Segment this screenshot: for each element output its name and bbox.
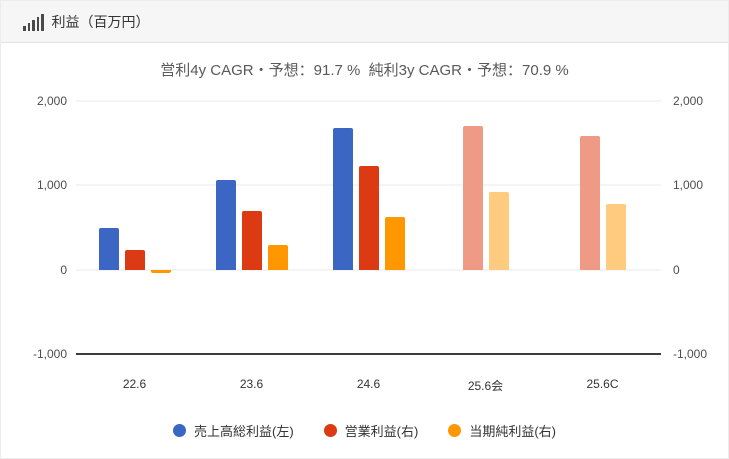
chart-title: 営利4y CAGR・予想：91.7 % 純利3y CAGR・予想：70.9 % [160, 62, 569, 79]
bar [579, 136, 600, 270]
bar [150, 269, 171, 274]
bar [605, 203, 626, 270]
legend-item: 営業利益(右) [323, 421, 419, 440]
legend-label: 営業利益(右) [344, 423, 419, 439]
bar [462, 126, 483, 270]
legend-dot-icon [448, 423, 462, 437]
y-axis-left: 2,000 1,000 0 -1,000 [1, 95, 67, 360]
y-tick-label: 0 [60, 262, 67, 277]
bar [98, 228, 119, 270]
y-tick-label: 2,000 [673, 94, 704, 108]
legend-dot-icon [172, 423, 186, 437]
gridline [76, 100, 661, 102]
axis-baseline [76, 353, 661, 355]
legend-item: 当期純利益(右) [448, 421, 556, 440]
x-tick-label: 25.6会 [467, 379, 504, 393]
x-tick-label: 25.6C [586, 377, 619, 391]
x-tick-label: 23.6 [239, 377, 264, 391]
y-tick-label: -1,000 [32, 347, 67, 361]
y-tick-label: -1,000 [673, 347, 708, 361]
x-tick-label: 22.6 [122, 377, 147, 391]
y-tick-label: 0 [673, 262, 680, 277]
legend: 売上高総利益(左) 営業利益(右) 当期純利益(右) [1, 416, 728, 444]
legend-label: 当期純利益(右) [469, 423, 556, 439]
bar [488, 192, 509, 270]
bar [267, 245, 288, 270]
y-tick-label: 1,000 [673, 178, 704, 193]
bar [215, 180, 236, 270]
legend-label: 売上高総利益(左) [193, 423, 294, 439]
x-axis: 22.6 23.6 24.6 25.6会 25.6C [76, 354, 661, 394]
gridline [76, 269, 661, 271]
plot-area [76, 100, 661, 355]
bar-signal-icon [23, 13, 44, 31]
widget-title: 利益（百万円） [51, 13, 150, 30]
bar-group [544, 101, 661, 354]
y-tick-label: 2,000 [36, 94, 67, 108]
bar-group [193, 101, 310, 354]
y-axis-right: 2,000 1,000 0 -1,000 [673, 95, 728, 360]
y-tick-label: 1,000 [36, 178, 67, 193]
widget-header: 利益（百万円） [1, 1, 728, 43]
bar [332, 127, 353, 270]
bar [384, 216, 405, 270]
bar [241, 211, 262, 270]
legend-dot-icon [323, 423, 337, 437]
bar-group [76, 101, 193, 354]
bar [124, 250, 145, 270]
x-tick-label: 24.6 [356, 377, 381, 391]
bar-group [310, 101, 427, 354]
bar-group [427, 101, 544, 354]
bar [358, 165, 379, 270]
legend-item: 売上高総利益(左) [172, 421, 294, 440]
